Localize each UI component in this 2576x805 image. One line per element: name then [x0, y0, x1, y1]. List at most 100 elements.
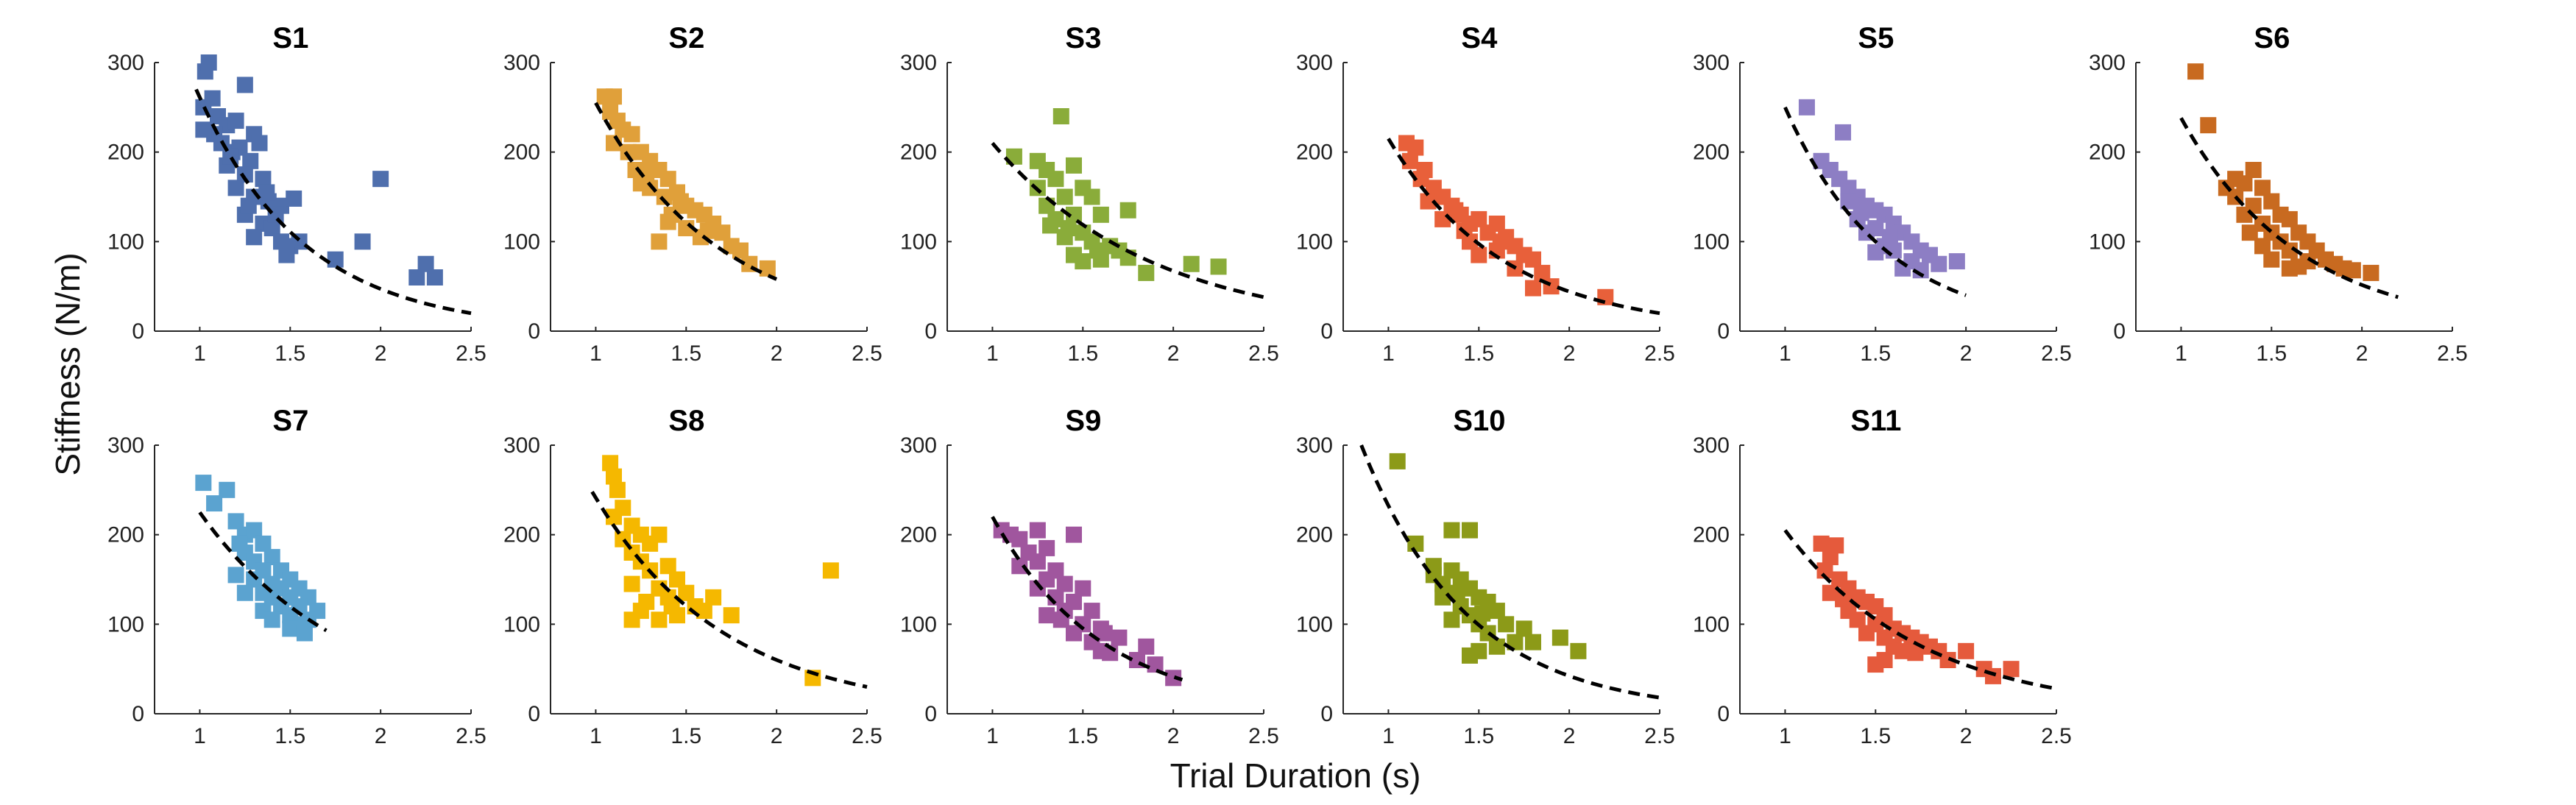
x-tick-label: 2.5: [2437, 341, 2468, 366]
data-point: [1849, 611, 1866, 628]
data-point: [2263, 193, 2280, 210]
data-point: [1534, 264, 1551, 281]
y-tick-label: 300: [2089, 51, 2126, 75]
x-tick-label: 1: [986, 724, 999, 748]
x-tick-label: 2: [1167, 724, 1180, 748]
data-point: [206, 495, 223, 512]
y-tick-label: 200: [2089, 141, 2126, 165]
data-point: [1038, 607, 1055, 624]
data-point: [672, 193, 689, 210]
data-point: [2200, 117, 2217, 134]
x-tick-label: 1: [590, 724, 602, 748]
x-tick-label: 2: [1563, 341, 1576, 366]
data-point: [623, 575, 640, 592]
data-point: [1060, 220, 1077, 237]
y-tick-label: 200: [1296, 523, 1333, 547]
data-point: [251, 135, 268, 152]
data-point: [1165, 670, 1182, 687]
data-point: [659, 213, 676, 230]
data-point: [1066, 625, 1082, 642]
panel-title: S6: [2254, 22, 2290, 54]
data-point: [1042, 217, 1059, 234]
data-point: [1448, 584, 1465, 601]
x-tick-label: 1.5: [1067, 341, 1098, 366]
y-tick-label: 100: [107, 230, 144, 254]
data-point: [1492, 233, 1509, 250]
data-point: [1835, 124, 1852, 141]
x-tick-label: 2: [771, 341, 783, 366]
y-tick-label: 100: [1693, 230, 1730, 254]
x-tick-label: 2.5: [1644, 724, 1675, 748]
data-point: [663, 598, 680, 614]
panel-s4: S4 0 100 200 300 1 1.5 2 2.5: [1296, 22, 1675, 366]
data-point: [651, 611, 668, 628]
y-tick-label: 100: [900, 612, 937, 636]
data-point: [714, 224, 731, 241]
data-point: [204, 90, 221, 107]
data-point: [699, 222, 716, 239]
data-point: [1401, 152, 1418, 169]
data-point: [227, 567, 244, 584]
data-point: [651, 526, 668, 543]
data-point: [705, 589, 722, 606]
panel-title: S10: [1453, 405, 1505, 437]
data-point: [327, 251, 344, 268]
data-point: [236, 166, 253, 183]
data-point: [2254, 238, 2271, 255]
panel-title: S8: [668, 405, 704, 437]
data-point: [1096, 625, 1113, 642]
panel-title: S1: [272, 22, 308, 54]
data-point: [669, 571, 685, 588]
data-point: [1498, 616, 1515, 633]
fit-curve: [590, 491, 868, 689]
data-point: [1525, 634, 1541, 650]
fit-curve: [594, 102, 778, 281]
data-point: [1119, 202, 1136, 219]
data-point: [638, 593, 655, 610]
y-tick-label: 300: [107, 433, 144, 458]
data-point: [1038, 539, 1055, 556]
data-point: [1474, 605, 1491, 622]
x-axis-title: Trial Duration (s): [1170, 756, 1421, 795]
fit-curve: [1387, 138, 1660, 316]
data-point: [1029, 522, 1046, 539]
data-point: [1798, 99, 1815, 116]
x-tick-label: 1.5: [275, 724, 305, 748]
data-point: [1835, 591, 1852, 608]
data-point: [200, 54, 217, 71]
data-point: [408, 269, 425, 286]
data-point: [651, 233, 668, 250]
x-tick-label: 1: [986, 341, 999, 366]
data-point: [1551, 629, 1568, 646]
panel-title: S4: [1461, 22, 1498, 54]
y-tick-label: 0: [132, 702, 144, 726]
panel-title: S5: [1858, 22, 1894, 54]
data-point: [1056, 575, 1073, 592]
y-tick-label: 0: [528, 319, 540, 344]
x-tick-label: 2.5: [456, 341, 486, 366]
x-tick-label: 1: [1382, 341, 1395, 366]
x-tick-label: 2.5: [852, 724, 882, 748]
data-point: [759, 260, 776, 277]
x-tick-label: 2: [771, 724, 783, 748]
data-point: [1488, 603, 1505, 620]
data-point: [1471, 247, 1487, 263]
x-tick-label: 1: [590, 341, 602, 366]
y-tick-label: 200: [900, 523, 937, 547]
data-point: [620, 143, 637, 160]
panel-s7: S7 0 100 200 300 1 1.5 2 2.5: [107, 405, 486, 748]
data-point: [1066, 526, 1082, 543]
data-point: [1447, 202, 1464, 219]
data-point: [1066, 157, 1082, 174]
data-point: [1907, 645, 1924, 662]
y-tick-label: 300: [1296, 51, 1333, 75]
data-point: [1011, 531, 1028, 547]
data-point: [219, 481, 236, 498]
data-point: [623, 126, 640, 143]
y-tick-label: 100: [1296, 612, 1333, 636]
data-point: [1853, 205, 1869, 221]
data-point: [255, 171, 272, 188]
y-tick-label: 100: [900, 230, 937, 254]
data-point: [1813, 535, 1830, 552]
data-point: [1407, 535, 1424, 552]
